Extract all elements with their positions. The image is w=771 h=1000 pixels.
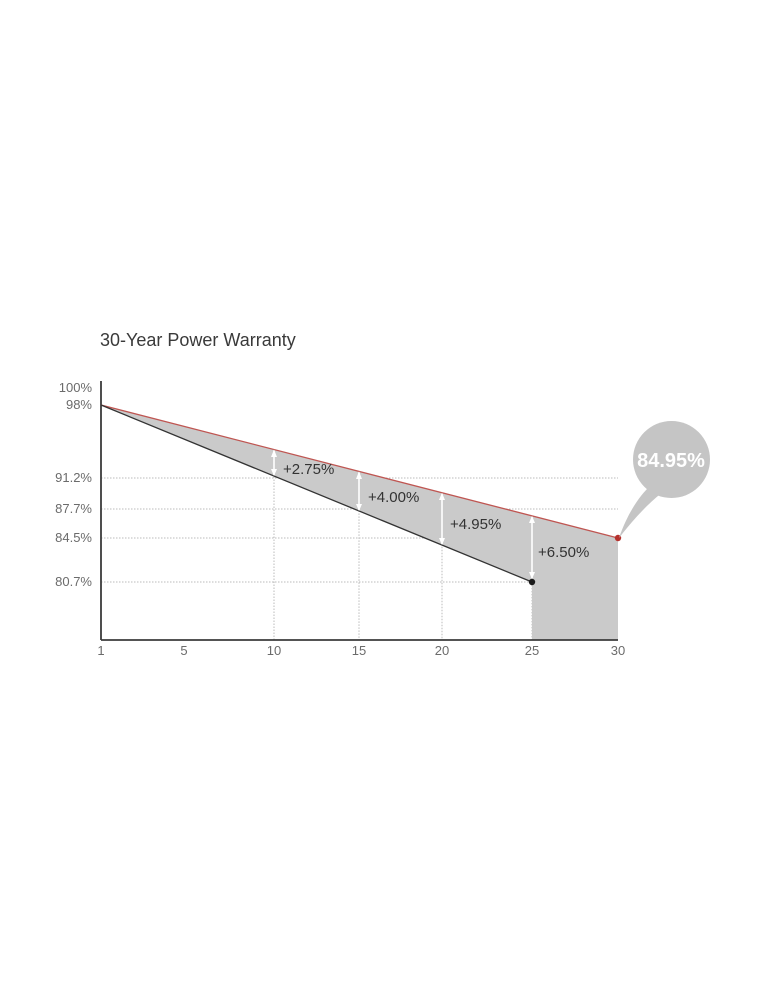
svg-text:25: 25 — [525, 643, 539, 658]
svg-text:98%: 98% — [66, 397, 92, 412]
svg-text:30: 30 — [611, 643, 625, 658]
svg-text:87.7%: 87.7% — [55, 501, 92, 516]
svg-text:100%: 100% — [59, 380, 93, 395]
svg-text:15: 15 — [352, 643, 366, 658]
svg-text:10: 10 — [267, 643, 281, 658]
svg-text:84.95%: 84.95% — [637, 450, 705, 472]
svg-text:84.5%: 84.5% — [55, 530, 92, 545]
svg-text:1: 1 — [97, 643, 104, 658]
svg-text:5: 5 — [180, 643, 187, 658]
svg-text:91.2%: 91.2% — [55, 470, 92, 485]
svg-text:80.7%: 80.7% — [55, 574, 92, 589]
svg-text:+6.50%: +6.50% — [538, 544, 589, 561]
svg-text:20: 20 — [435, 643, 449, 658]
svg-text:+2.75%: +2.75% — [283, 461, 334, 478]
svg-text:+4.00%: +4.00% — [368, 489, 419, 506]
svg-text:+4.95%: +4.95% — [450, 516, 501, 533]
